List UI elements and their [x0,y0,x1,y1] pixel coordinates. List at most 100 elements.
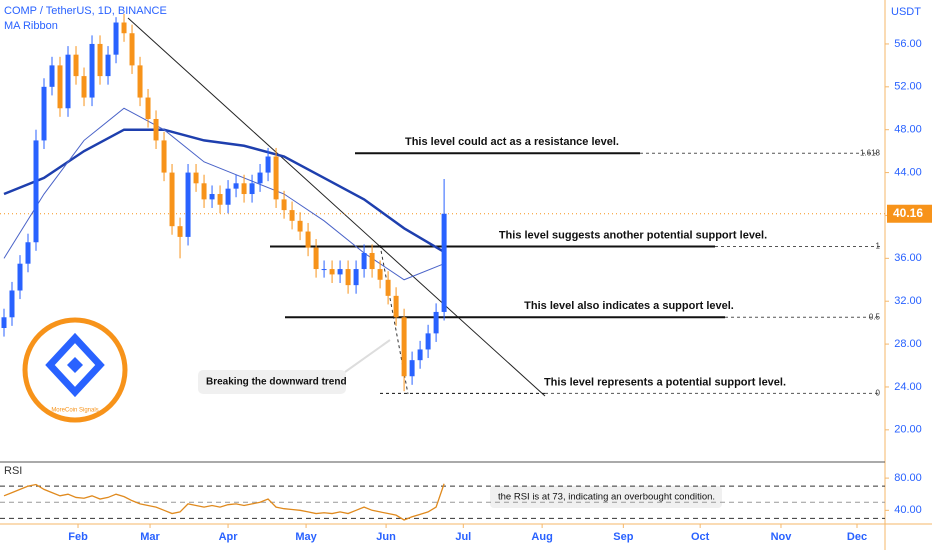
y-tick-label: 44.00 [894,166,922,178]
rsi-note-box [490,486,722,508]
candle-body [393,295,399,318]
x-tick-label: Aug [531,531,552,543]
candle-body [249,183,255,195]
x-tick-label: May [295,531,317,543]
x-tick-label: Sep [613,531,633,543]
candle-body [73,54,79,77]
candle-body [137,65,143,98]
y-tick-label: 36.00 [894,252,922,264]
candle-body [161,140,167,173]
unit-label: USDT [891,6,921,18]
rsi-note: the RSI is at 73, indicating an overboug… [498,492,715,503]
logo-center [67,357,83,373]
y-tick-label: 52.00 [894,81,922,93]
candle-body [345,269,351,286]
ma-line [3,128,445,253]
candle-body [433,311,439,334]
candle-body [169,172,175,227]
logo-text: MoreCoin Signals [51,408,98,414]
candle-body [441,213,447,312]
level-note: This level could act as a resistance lev… [405,136,619,148]
level-note: This level also indicates a support leve… [524,300,734,312]
y-tick-label: 24.00 [894,381,922,393]
candle-body [401,317,407,377]
candle-body [329,269,335,275]
x-tick-label: Apr [219,531,239,543]
logo: MoreCoin Signals [22,317,128,423]
candle-body [265,156,271,173]
rsi-line [3,483,445,521]
indicator-name: MA Ribbon [4,20,58,32]
candle-body [121,22,127,34]
last-price-label: 40.16 [893,206,923,220]
rsi-title: RSI [4,465,22,477]
candle-body [25,242,31,264]
logo-diamond [45,332,105,398]
candle-body [361,252,367,270]
callout-pointer [344,339,391,373]
level-label: 1.618 [860,148,881,157]
candle-body [9,290,15,318]
trend-line [127,17,546,397]
candle-body [33,140,39,243]
candle-body [337,269,343,275]
candle-body [129,33,135,66]
candle-body [297,220,303,232]
callout-box [198,370,346,394]
candle-body [209,194,215,200]
candle-body [153,118,159,141]
candle-body [385,279,391,296]
y-tick-label: 28.00 [894,338,922,350]
candle-body [225,188,231,205]
y-tick-label: 32.00 [894,295,922,307]
candle-body [113,22,119,55]
candle-body [409,360,415,377]
candle-body [49,65,55,87]
candle-body [241,183,247,195]
level-label: 0 [876,389,881,398]
candle-body [313,247,319,270]
candle-body [145,97,151,119]
x-tick-label: Feb [68,531,88,543]
candle-body [97,43,103,77]
candle-body [105,54,111,77]
callout-text: Breaking the downward trend [206,377,347,388]
candle-body [65,54,71,109]
y-tick-label: 20.00 [894,424,922,436]
candle-body [273,156,279,200]
level-label: 0.5 [869,312,881,321]
candle-body [425,333,431,350]
chart-title: COMP / TetherUS, 1D, BINANCE [4,5,167,17]
level-note: This level suggests another potential su… [499,229,767,241]
candle-body [217,194,223,205]
candle-body [233,183,239,189]
candle-body [377,269,383,280]
candle-body [321,269,327,271]
candle-body [177,226,183,237]
candle-body [41,86,47,141]
rsi-y-tick-label: 40.00 [894,504,922,516]
candle-body [193,172,199,184]
rsi-y-tick-label: 80.00 [894,472,922,484]
last-price-tag [887,204,932,223]
candle-body [281,199,287,211]
candle-body [289,210,295,221]
y-tick-label: 56.00 [894,38,922,50]
x-tick-label: Jul [455,531,471,543]
candle-body [81,76,87,98]
candle-body [1,317,7,329]
x-tick-label: Mar [140,531,160,543]
x-tick-label: Dec [847,531,867,543]
candle-body [305,231,311,248]
y-tick-label: 48.00 [894,124,922,136]
candle-body [57,65,63,109]
candle-body [417,349,423,361]
candle-body [201,183,207,200]
x-tick-label: Jun [376,531,396,543]
x-tick-label: Oct [691,531,710,543]
candle-body [369,252,375,270]
candle-body [257,172,263,184]
candle-body [17,263,23,291]
